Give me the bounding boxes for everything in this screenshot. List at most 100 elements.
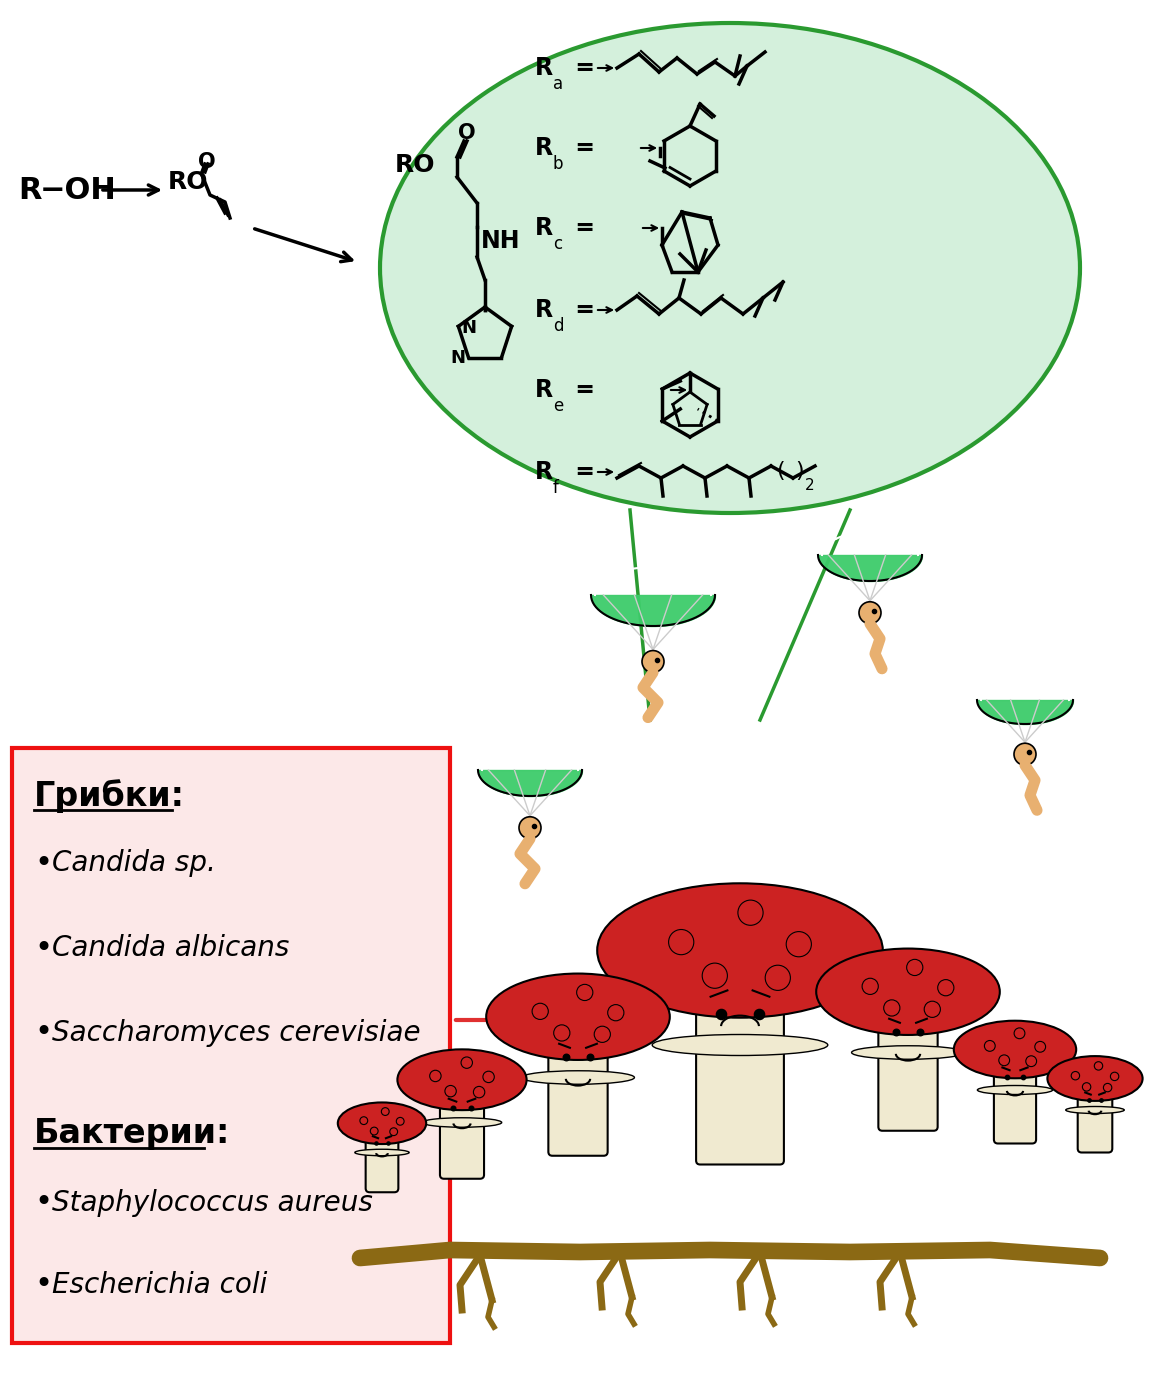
Text: =: = [567,379,595,402]
Circle shape [483,1071,494,1082]
Text: Бактерии:: Бактерии: [33,1117,230,1150]
Circle shape [999,1054,1009,1066]
Text: RO: RO [395,153,435,177]
Text: NH: NH [480,229,521,253]
Text: •: • [33,1189,52,1218]
Circle shape [738,900,763,926]
Circle shape [766,965,790,991]
Text: R: R [18,176,42,205]
Text: Candida albicans: Candida albicans [52,934,290,962]
Text: ): ) [795,462,804,481]
Text: =: = [567,299,595,322]
FancyBboxPatch shape [994,1050,1036,1143]
Ellipse shape [653,1035,828,1056]
Text: −OH: −OH [40,176,117,205]
Ellipse shape [1066,1107,1124,1114]
Ellipse shape [423,1118,501,1128]
Circle shape [1014,1028,1024,1039]
Text: O: O [459,123,476,142]
Circle shape [461,1057,472,1068]
Text: O: O [199,152,216,171]
FancyBboxPatch shape [878,995,938,1130]
Text: N: N [461,319,476,337]
FancyBboxPatch shape [12,748,450,1343]
Ellipse shape [522,1071,634,1085]
Circle shape [381,1107,389,1115]
Ellipse shape [977,1085,1052,1095]
Circle shape [594,1027,610,1042]
Text: •: • [33,933,52,962]
Text: R: R [535,135,553,160]
Text: R: R [535,299,553,322]
Text: Грибки:: Грибки: [33,779,185,813]
Circle shape [642,651,664,673]
Text: R: R [535,460,553,484]
Circle shape [389,1128,397,1136]
Circle shape [1110,1072,1119,1081]
Text: (: ( [776,462,784,481]
Circle shape [576,984,593,1001]
Text: f: f [553,480,559,498]
FancyBboxPatch shape [549,1020,608,1155]
Ellipse shape [954,1021,1076,1078]
FancyBboxPatch shape [1078,1078,1112,1153]
Text: R: R [535,216,553,240]
Circle shape [360,1117,367,1125]
Text: R: R [535,379,553,402]
Circle shape [984,1041,996,1052]
Ellipse shape [337,1103,426,1144]
Text: =: = [567,135,595,160]
Circle shape [907,959,923,976]
Circle shape [396,1118,404,1125]
Text: =: = [567,460,595,484]
Circle shape [1094,1061,1103,1070]
Text: R: R [535,57,553,80]
Circle shape [787,931,812,956]
Circle shape [1026,1056,1036,1067]
Text: RO: RO [167,170,209,193]
FancyBboxPatch shape [696,956,784,1165]
FancyBboxPatch shape [366,1122,398,1193]
Circle shape [1071,1071,1080,1079]
Text: b: b [553,155,564,173]
Circle shape [445,1085,456,1097]
Circle shape [519,817,541,839]
Circle shape [371,1128,378,1135]
Circle shape [884,999,900,1016]
Ellipse shape [380,23,1080,513]
Circle shape [669,930,694,955]
Text: Staphylococcus aureus: Staphylococcus aureus [52,1189,373,1218]
Circle shape [1103,1083,1112,1092]
Text: •: • [33,1019,52,1048]
Ellipse shape [355,1150,409,1155]
Text: 2: 2 [805,478,814,493]
Circle shape [532,1003,549,1020]
Text: N: N [450,348,465,366]
Text: Candida sp.: Candida sp. [52,849,216,878]
Text: Saccharomyces cerevisiae: Saccharomyces cerevisiae [52,1019,420,1048]
Circle shape [553,1025,569,1041]
Circle shape [938,980,954,996]
Circle shape [1014,744,1036,766]
Ellipse shape [1048,1056,1142,1101]
Text: a: a [553,75,564,93]
Circle shape [1082,1082,1090,1092]
Text: •: • [33,1270,52,1299]
Text: e: e [553,397,564,415]
Circle shape [1035,1042,1045,1052]
Text: Escherichia coli: Escherichia coli [52,1271,267,1299]
Circle shape [608,1005,624,1021]
Text: d: d [553,316,564,334]
Ellipse shape [817,948,1000,1035]
Text: =: = [567,216,595,240]
Circle shape [862,978,878,995]
Circle shape [924,1001,940,1017]
Ellipse shape [397,1049,527,1110]
Ellipse shape [851,1046,964,1059]
Circle shape [430,1070,441,1082]
Ellipse shape [597,883,882,1017]
Circle shape [859,601,881,623]
Text: c: c [553,235,562,253]
Ellipse shape [486,973,670,1060]
Circle shape [474,1086,485,1097]
